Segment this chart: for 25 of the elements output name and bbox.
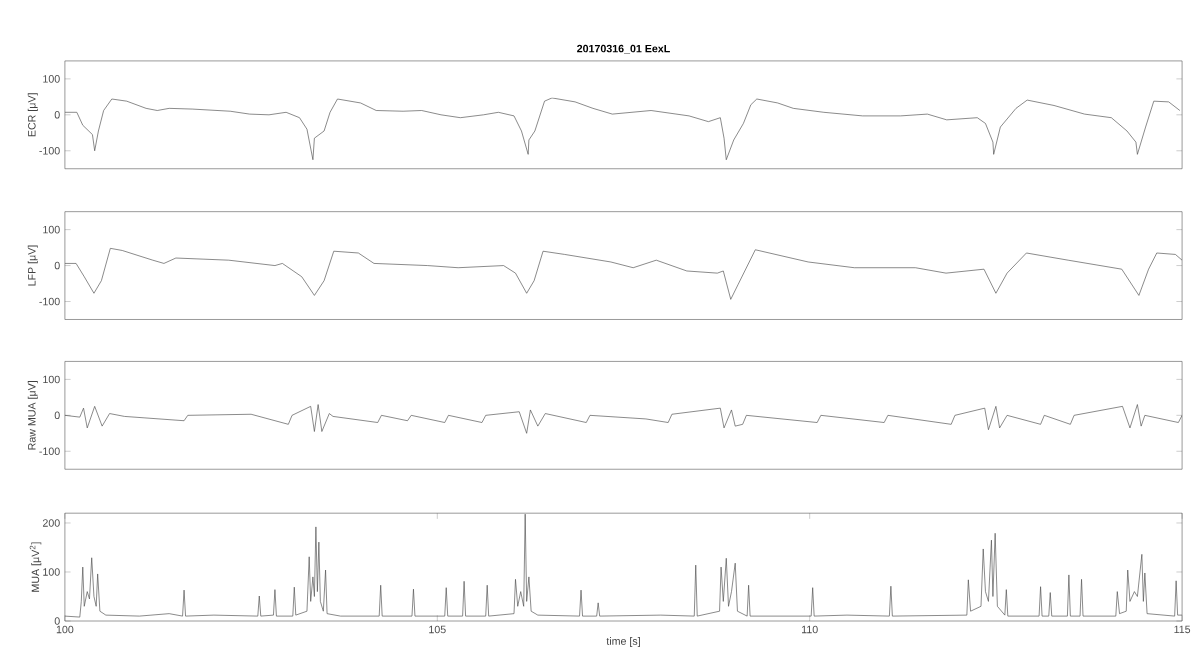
y-tick-label: -100 [39,297,60,306]
chart-title: 20170316_01 EexL [577,44,670,54]
y-tick-label: 100 [43,375,60,384]
y-tick-label: 0 [54,411,60,420]
y-axis-title: LFP [μV] [27,245,38,286]
line-series [64,513,1183,618]
y-tick-label: -100 [39,447,60,456]
y-tick-label: 100 [43,225,60,234]
y-tick-label: 200 [42,519,60,527]
x-tick-label: 105 [429,625,446,634]
y-axis-title: Raw MUA [μV] [27,381,38,450]
x-tick-label: 110 [802,625,818,634]
y-tick-label: 100 [43,568,60,576]
line-series [64,404,1183,434]
y-tick-label: 0 [54,111,60,119]
line-series [64,97,1181,161]
y-tick-label: 0 [54,617,60,625]
y-axis-title: ECR [μV] [27,93,38,137]
y-tick-label: -100 [39,147,60,155]
y-tick-label: 100 [43,75,60,83]
x-tick-label: 115 [1174,625,1191,634]
y-axis-title: MUA [μV$^{2}$] [29,542,42,592]
x-axis-title: time [s] [606,637,640,648]
line-series [64,248,1183,300]
y-tick-label: 0 [54,261,60,270]
